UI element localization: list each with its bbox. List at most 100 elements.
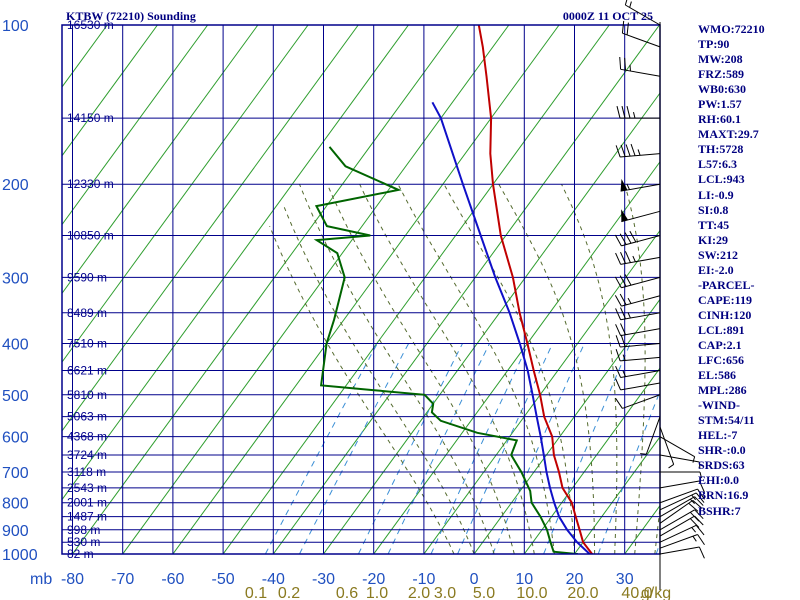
stat-line: TH:5728 [698,142,744,157]
mixing-ratio-label: 20.0 [567,585,598,600]
stat-line: RH:60.1 [698,112,741,127]
wind-barb [615,349,661,362]
plot-frame [61,24,661,555]
stat-line: LCL:943 [698,172,745,187]
dewpoint-line [313,146,579,554]
wind-barb [614,293,661,307]
stat-line: -WIND- [698,398,740,413]
wind-barb [659,509,704,531]
sounding-time: 0000Z 11 OCT 25 [563,9,653,23]
temperature-tick-label: -40 [262,571,285,588]
wind-barb [659,426,675,469]
isotherm-line [423,229,660,554]
wind-barb [615,365,661,378]
wind-barb [621,20,661,48]
stat-line: WB0:630 [698,82,746,97]
height-label: 16530 m [67,18,114,32]
mixing-ratio-label: 0.1 [245,585,267,600]
stat-line: EI:-2.0 [698,262,734,277]
wind-barb [659,534,705,549]
isotherm-line [62,25,409,501]
mixing-ratio-label: 3.0 [434,585,456,600]
mixing-ratio-label: 40.0 [621,585,652,600]
isotherm-line [62,25,359,432]
isotherm-line [473,298,660,554]
temperature-tick-label: -20 [362,571,385,588]
stat-line: BSHR:7 [698,503,741,518]
wind-barb [640,416,661,455]
wind-barb [615,323,661,337]
pressure-tick-label: 700 [2,465,29,482]
moist-adiabat [561,183,618,554]
mixing-ratio-label: 0.2 [278,585,300,600]
wind-barb [659,496,704,518]
height-label: 2001 m [67,496,107,510]
stat-line: HEL:-7 [698,428,738,443]
parcel-trace-line [431,101,594,554]
height-label: 998 m [67,523,100,537]
pressure-tick-label: 1000 [2,547,38,564]
wind-barb [659,524,705,543]
wind-barb [624,0,661,26]
height-label: 14150 m [67,111,114,125]
height-label: 82 m [67,547,94,561]
height-label: 12330 m [67,177,114,191]
sounding-title: KTBW (72210) Sounding [66,9,196,23]
height-label: 3118 m [67,465,106,479]
temperature-tick-label: 0 [470,571,479,588]
height-label: 9590 m [67,270,107,284]
height-label: 530 m [67,535,100,549]
stat-line: SW:212 [698,247,739,262]
height-label: 5810 m [67,388,107,402]
stat-line: CAPE:119 [698,292,752,307]
pressure-tick-label: 200 [2,177,29,194]
wind-barb [616,106,660,119]
wind-barb [614,274,661,289]
isotherm-line [373,160,660,554]
isotherm-line [272,25,660,554]
stat-line: LCL:891 [698,322,745,337]
temperature-tick-label: 20 [566,571,584,588]
temperature-line [477,25,596,554]
temperature-tick-label: 30 [616,571,634,588]
stat-line: -PARCEL- [698,277,755,292]
stats-panel: WMO:72210 TP:90 MW:208 FRZ:589 WB0:630 PW:1.5… [698,22,798,519]
wind-barb [659,546,705,559]
stat-line: STM:54/11 [698,413,755,428]
stat-line: L57:6.3 [698,157,737,172]
wind-barb [619,56,661,77]
stat-line: TP:90 [698,37,730,52]
wind-barb [659,492,705,511]
stat-line: FRZ:589 [698,67,744,82]
pressure-tick-label: 800 [2,496,29,513]
stat-line: CAP:2.1 [698,337,742,352]
mixing-ratio-label: 1.0 [366,585,388,600]
grid-layer [62,25,660,554]
height-label: 8489 m [67,306,107,320]
wind-barb [621,209,661,223]
isotherm-line [62,25,259,295]
stat-line: KI:29 [698,232,728,247]
height-label: 5063 m [67,410,107,424]
stat-line: SI:0.8 [698,202,729,217]
temperature-tick-label: -30 [312,571,335,588]
temperature-tick-label: -70 [111,571,134,588]
isotherm-line [573,436,660,554]
temperature-tick-label: -60 [161,571,184,588]
mixing-ratio-label: 5.0 [473,585,495,600]
wind-barb [615,143,661,158]
isotherm-line [172,25,560,554]
temperature-tick-label: -10 [412,571,435,588]
height-label: 6621 m [67,364,107,378]
isotherm-line [222,25,610,554]
mixing-ratio-label: 10.0 [516,585,547,600]
stat-line: EL:586 [698,368,737,383]
wind-barb [659,436,696,463]
moist-adiabat [283,205,475,554]
temperature-tick-label: -50 [212,571,235,588]
stat-line: BRN:16.9 [698,488,749,503]
wind-barb [615,307,661,321]
stat-line: WMO:72210 [698,22,765,36]
wind-barb [614,230,661,247]
